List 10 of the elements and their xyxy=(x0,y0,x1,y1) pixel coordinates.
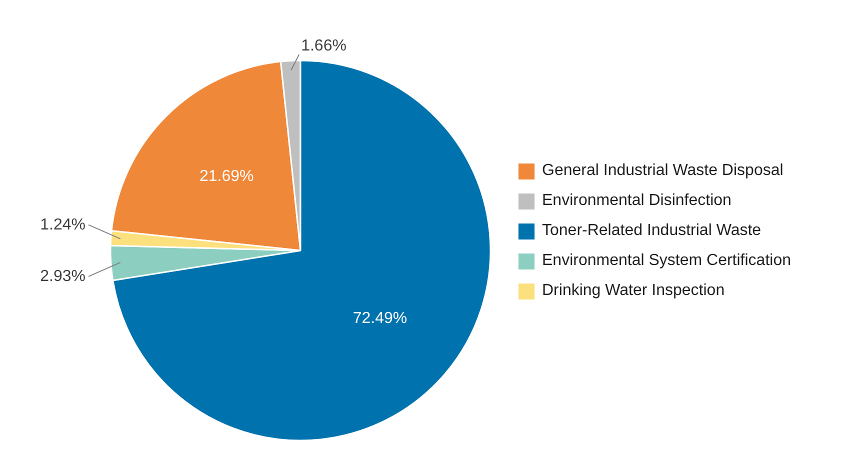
legend-label: Environmental System Certification xyxy=(542,252,791,270)
data-label: 21.69% xyxy=(199,168,254,186)
data-label: 2.93% xyxy=(40,268,86,285)
data-label: 72.49% xyxy=(352,310,408,327)
legend-label: Drinking Water Inspection xyxy=(542,282,725,300)
legend-label: Toner-Related Industrial Waste xyxy=(542,222,762,240)
data-label: 1.24% xyxy=(40,216,86,234)
legend-label: General Industrial Waste Disposal xyxy=(542,162,784,180)
legend-label: Environmental Disinfection xyxy=(542,192,732,210)
data-label: 1.66% xyxy=(301,38,346,54)
